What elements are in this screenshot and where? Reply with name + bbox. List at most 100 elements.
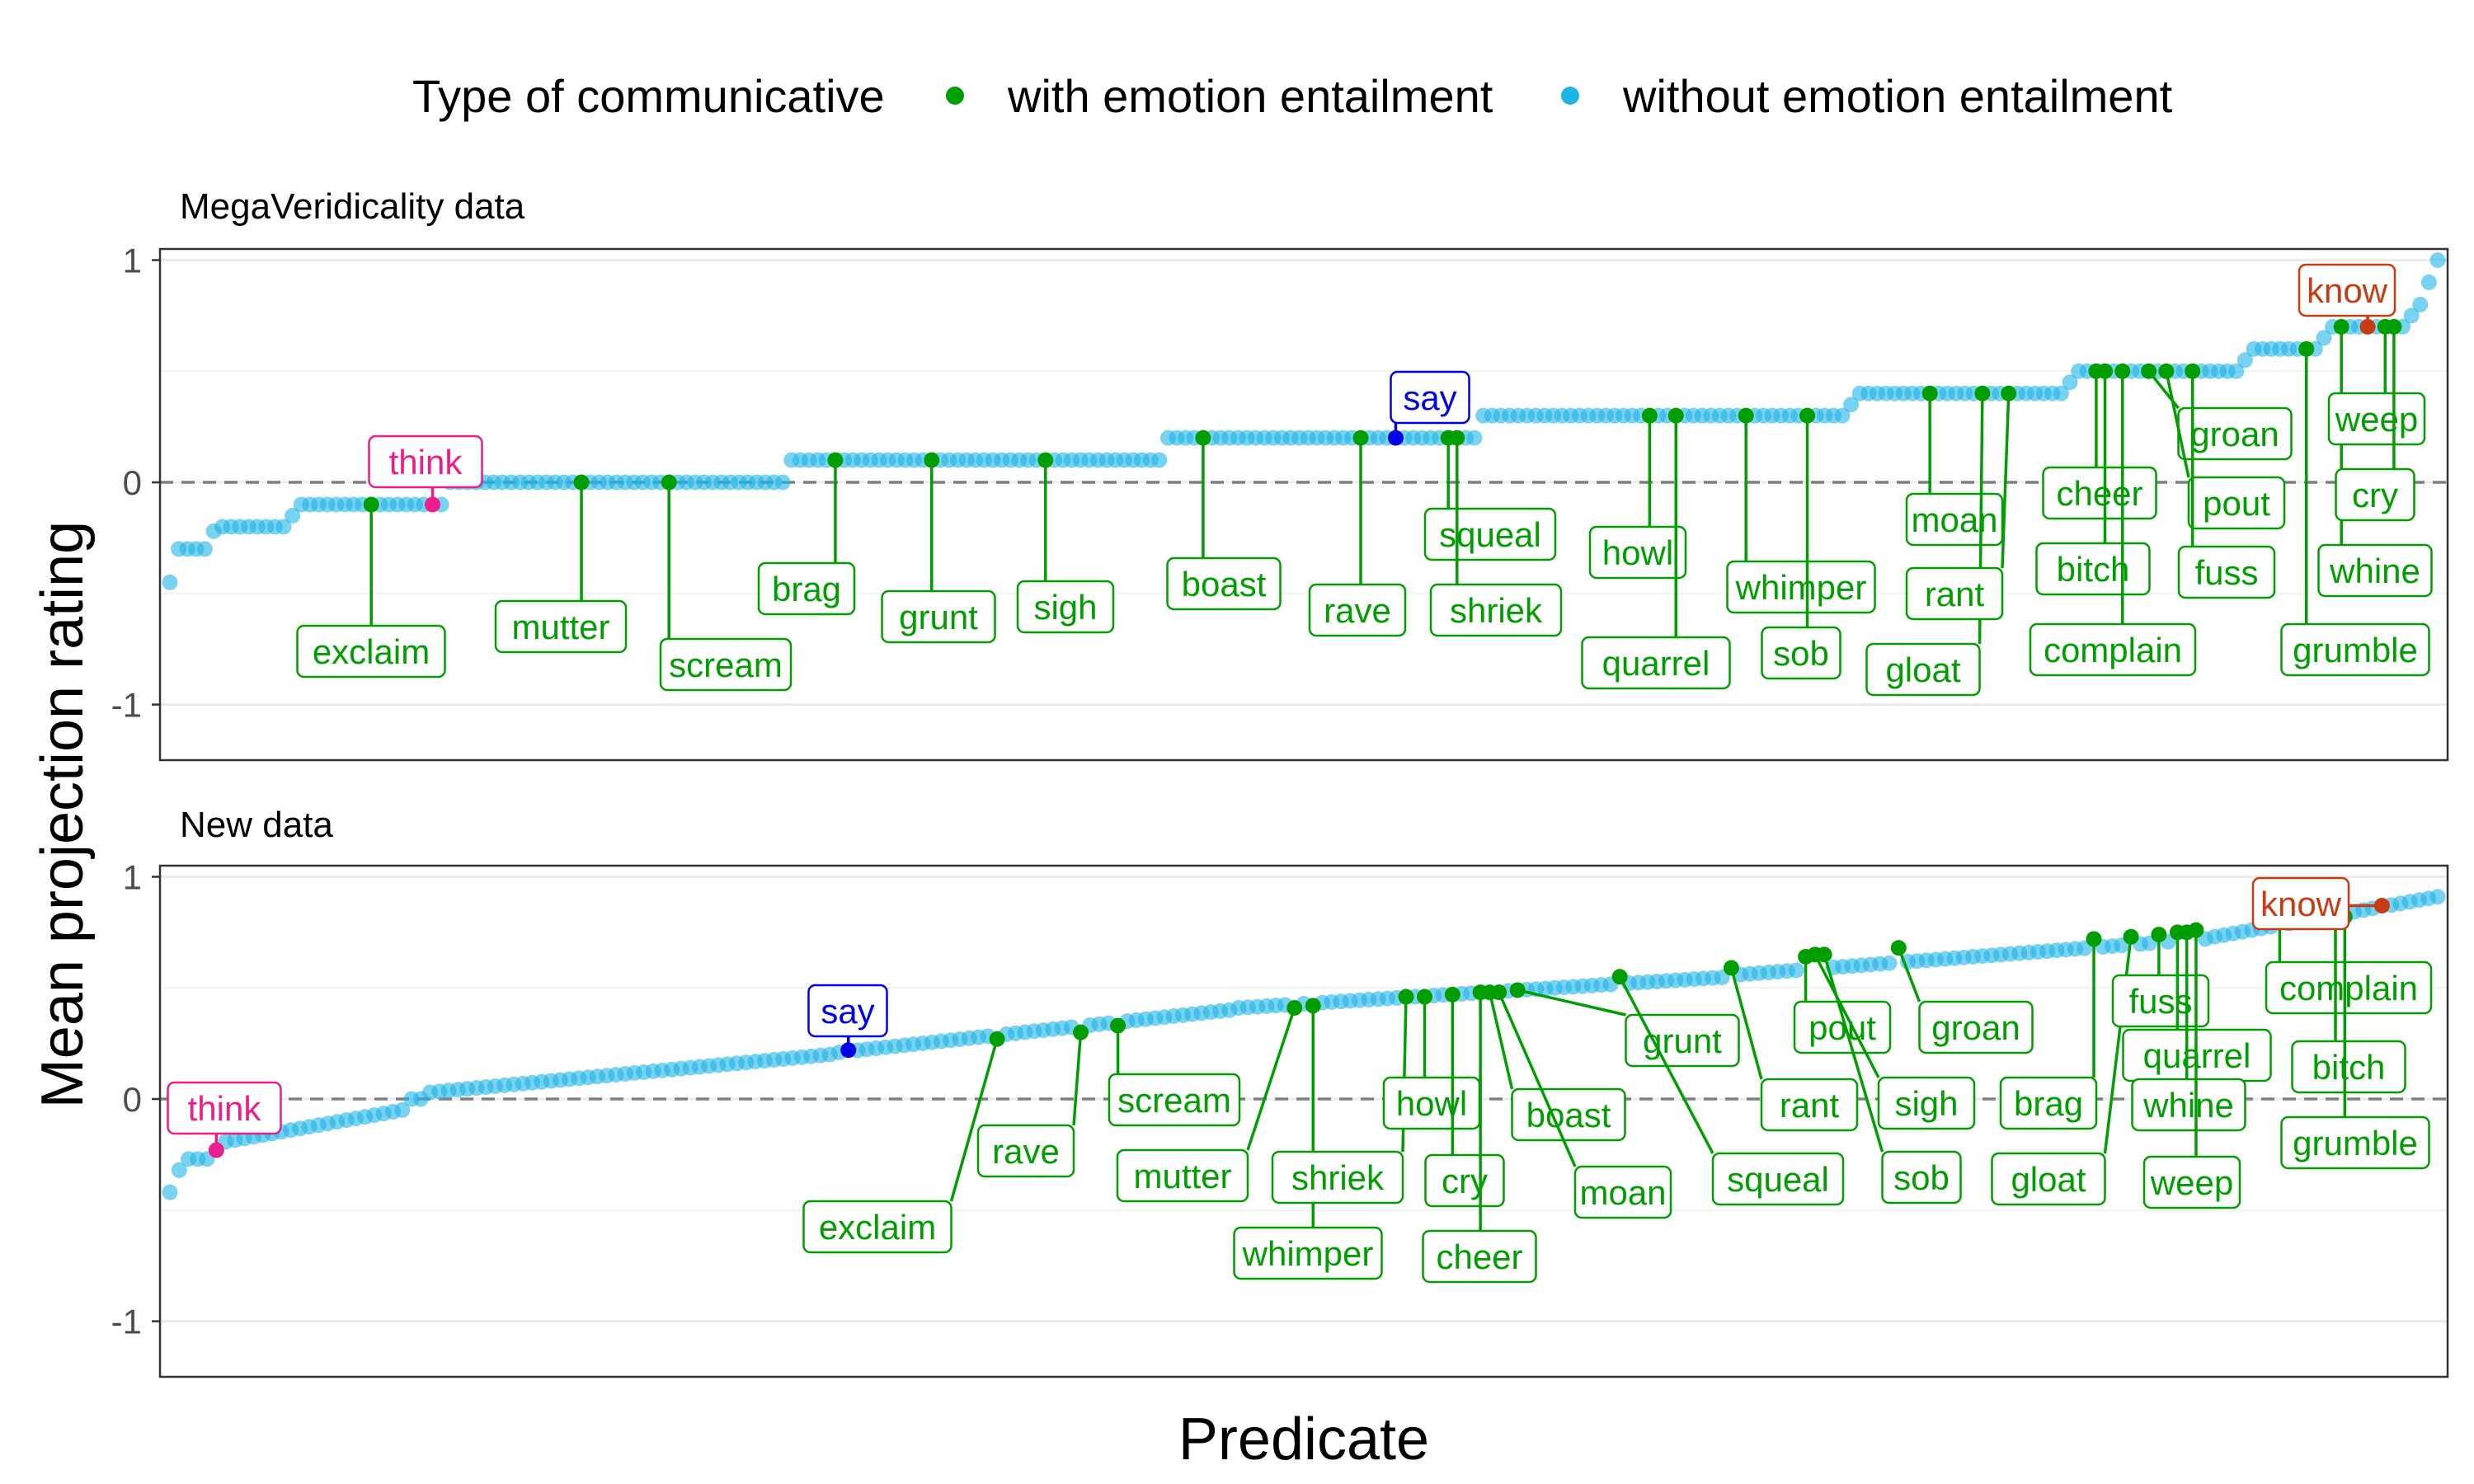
highlighted-point-brag <box>827 452 844 468</box>
point-label-know: know <box>2307 271 2388 310</box>
point-label-scream: scream <box>669 646 783 684</box>
panel-title-megaveridicality: MegaVeridicality data <box>180 186 525 227</box>
highlighted-point-grunt <box>924 452 940 468</box>
label-box-mutter <box>494 599 628 654</box>
data-point <box>2420 274 2437 290</box>
label-box-complain <box>2029 622 2197 677</box>
point-label-squeal: squeal <box>1727 1160 1829 1199</box>
label-leader-sigh <box>1813 954 1880 1078</box>
point-label-fuss: fuss <box>2194 553 2258 592</box>
data-point <box>162 574 178 590</box>
data-point <box>275 519 292 535</box>
label-leader-gloat <box>2103 937 2133 1154</box>
data-point <box>394 1102 411 1119</box>
label-leader-grunt <box>1517 989 1626 1017</box>
label-box-groan <box>1918 1000 2034 1054</box>
point-label-howl: howl <box>1396 1084 1467 1123</box>
point-label-brag: brag <box>772 570 841 608</box>
label-box-boast <box>1166 556 1282 611</box>
data-point <box>162 1184 178 1200</box>
label-box-sob <box>1881 1150 1962 1205</box>
highlighted-point-sigh <box>1037 452 1054 468</box>
highlighted-point-squeal <box>1611 969 1628 985</box>
highlighted-point-sob <box>1816 946 1832 963</box>
point-label-quarrel: quarrel <box>1602 644 1710 683</box>
label-box-weep <box>2142 1155 2241 1209</box>
data-point <box>2316 330 2332 346</box>
y-tick-label: 1 <box>123 241 142 279</box>
data-point <box>2429 251 2446 268</box>
label-leader-sob <box>1823 954 1884 1153</box>
label-leader-boast <box>1488 992 1514 1090</box>
label-box-rave <box>976 1124 1075 1178</box>
highlighted-point-exclaim <box>363 496 379 513</box>
label-box-scream <box>1108 1073 1241 1127</box>
label-leader-rave <box>1072 1032 1083 1126</box>
highlighted-point-rant <box>1723 960 1739 976</box>
point-label-howl: howl <box>1602 533 1673 572</box>
point-label-bitch: bitch <box>2312 1048 2386 1087</box>
data-point <box>2062 374 2078 391</box>
point-label-rave: rave <box>1324 591 1391 630</box>
label-box-sigh <box>1877 1076 1976 1130</box>
point-label-rave: rave <box>992 1132 1060 1171</box>
label-box-grumble <box>2280 622 2430 677</box>
legend-dot-without-emotion <box>1561 87 1579 105</box>
label-box-grunt <box>1625 1013 1740 1068</box>
data-point <box>2053 385 2069 402</box>
label-box-whine <box>2131 1078 2246 1132</box>
highlighted-point-scream <box>661 474 677 491</box>
data-point <box>2228 363 2245 379</box>
label-box-exclaim <box>802 1200 952 1254</box>
highlighted-point-shriek <box>1449 430 1465 446</box>
label-box-boast <box>1511 1087 1626 1142</box>
label-box-whimper <box>1726 560 1876 614</box>
point-label-grunt: grunt <box>899 598 978 636</box>
data-point <box>1881 955 1898 971</box>
point-label-gloat: gloat <box>2011 1160 2086 1199</box>
highlighted-point-sob <box>1799 407 1816 424</box>
label-leader-mutter <box>1246 1007 1296 1151</box>
point-label-cheer: cheer <box>1436 1237 1522 1276</box>
highlighted-point-scream <box>1110 1017 1126 1034</box>
point-label-think: think <box>188 1089 262 1128</box>
point-label-think: think <box>389 443 463 481</box>
data-point <box>2412 296 2429 312</box>
label-box-fuss <box>2111 974 2210 1028</box>
y-tick-label: 0 <box>123 463 142 502</box>
point-label-rant: rant <box>1780 1086 1840 1125</box>
label-box-shriek <box>1271 1150 1404 1205</box>
label-box-moan <box>1573 1165 1672 1219</box>
legend-title: Type of communicative <box>412 70 885 122</box>
data-point <box>196 541 213 557</box>
highlighted-point-howl <box>1641 407 1658 424</box>
highlighted-point-rant <box>2001 385 2017 402</box>
point-label-moan: moan <box>1579 1173 1666 1212</box>
highlighted-point-exclaim <box>989 1031 1005 1047</box>
y-axis-title: Mean projection rating <box>30 521 96 1108</box>
point-label-grumble: grumble <box>2293 1124 2418 1162</box>
highlighted-point-say <box>1387 430 1404 446</box>
point-label-brag: brag <box>2014 1084 2083 1123</box>
highlighted-point-grumble <box>2298 340 2315 357</box>
label-box-know <box>2298 263 2396 317</box>
highlighted-point-mutter <box>573 474 590 491</box>
highlighted-point-cry <box>2386 318 2402 335</box>
legend-dot-with-emotion <box>946 87 964 105</box>
point-label-groan: groan <box>2190 415 2279 453</box>
highlighted-point-groan <box>1890 940 1907 956</box>
panel-megaveridicality: exclaim think mutter scream brag grunt sigh boa… <box>111 241 2449 762</box>
highlighted-point-fuss <box>2185 363 2201 379</box>
y-tick-label: 0 <box>123 1080 142 1119</box>
panel-new-data: think say exclaim rave scream mutter whimper sh… <box>111 857 2449 1378</box>
point-label-squeal: squeal <box>1439 515 1541 554</box>
legend-label-without-emotion: without emotion entailment <box>1622 70 2173 122</box>
label-box-sob <box>1761 626 1841 680</box>
label-leader-pout <box>2165 370 2190 478</box>
highlighted-point-grunt <box>1509 982 1526 998</box>
highlighted-point-know <box>2359 318 2376 335</box>
point-label-shriek: shriek <box>1450 591 1543 630</box>
point-label-say: say <box>821 992 874 1031</box>
point-label-rant: rant <box>1925 575 1985 613</box>
